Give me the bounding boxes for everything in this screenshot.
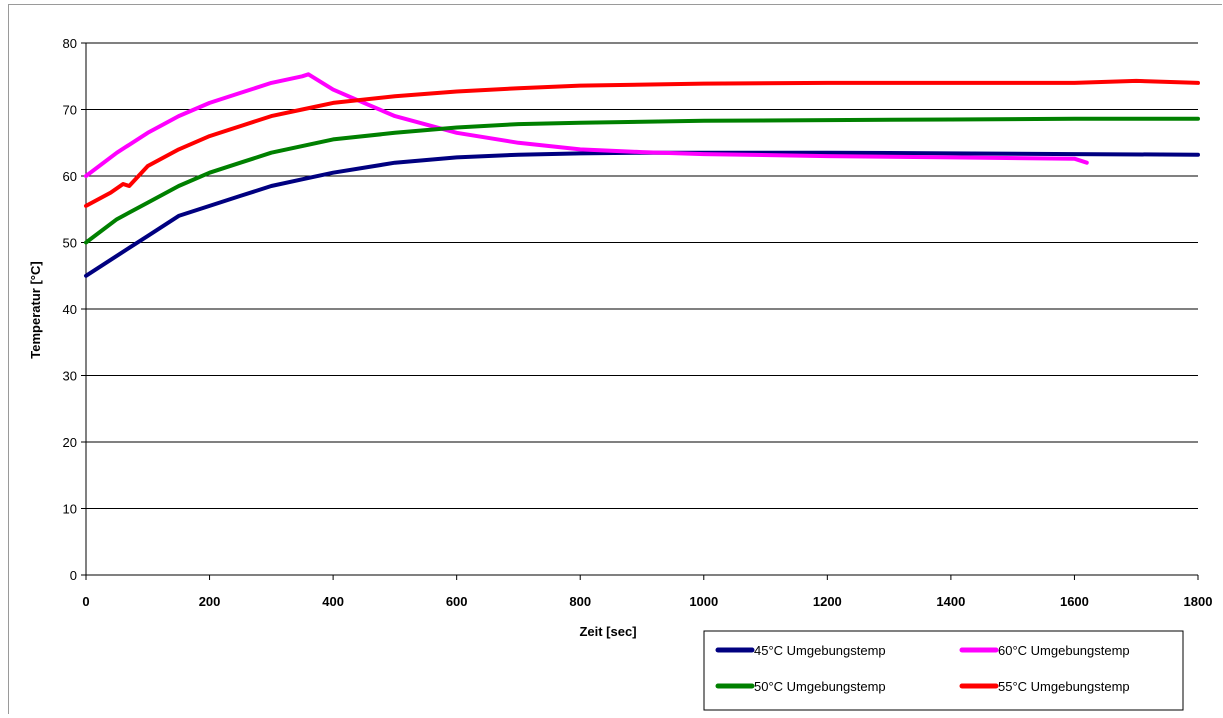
x-tick-label: 1800 bbox=[1184, 594, 1213, 609]
x-tick-label: 1600 bbox=[1060, 594, 1089, 609]
legend-label-3: 50°C Umgebungstemp bbox=[754, 679, 886, 694]
y-axis-title: Temperatur [°C] bbox=[28, 261, 43, 358]
x-tick-label: 600 bbox=[446, 594, 468, 609]
legend: 45°C Umgebungstemp 60°C Umgebungstemp 50°C… bbox=[703, 630, 1184, 711]
y-tick-label: 20 bbox=[63, 435, 77, 450]
x-tick-label: 200 bbox=[199, 594, 221, 609]
y-tick-label: 40 bbox=[63, 302, 77, 317]
chart-frame bbox=[8, 4, 1222, 714]
x-tick-label: 1400 bbox=[936, 594, 965, 609]
series-line-3 bbox=[84, 116, 1200, 245]
x-tick-label: 1200 bbox=[813, 594, 842, 609]
series-line-4 bbox=[84, 78, 1200, 208]
series-lines bbox=[84, 72, 1200, 278]
x-tick-label: 800 bbox=[569, 594, 591, 609]
y-tick-label: 80 bbox=[63, 36, 77, 51]
axes bbox=[81, 42, 1199, 580]
legend-label-2: 60°C Umgebungstemp bbox=[998, 643, 1130, 658]
series-line-2 bbox=[84, 72, 1089, 178]
y-tick-label: 0 bbox=[70, 568, 77, 583]
y-tick-label: 10 bbox=[63, 502, 77, 517]
legend-label-1: 45°C Umgebungstemp bbox=[754, 643, 886, 658]
x-tick-label: 400 bbox=[322, 594, 344, 609]
y-tick-label: 30 bbox=[63, 369, 77, 384]
y-tick-label: 70 bbox=[63, 103, 77, 118]
y-tick-label: 60 bbox=[63, 169, 77, 184]
y-tick-label: 50 bbox=[63, 236, 77, 251]
legend-box bbox=[703, 630, 1184, 711]
x-tick-label: 1000 bbox=[689, 594, 718, 609]
grid-lines bbox=[86, 42, 1198, 509]
series-line-1 bbox=[84, 150, 1200, 278]
legend-label-4: 55°C Umgebungstemp bbox=[998, 679, 1130, 694]
x-tick-label: 0 bbox=[82, 594, 89, 609]
x-axis-title: Zeit [sec] bbox=[579, 624, 636, 639]
